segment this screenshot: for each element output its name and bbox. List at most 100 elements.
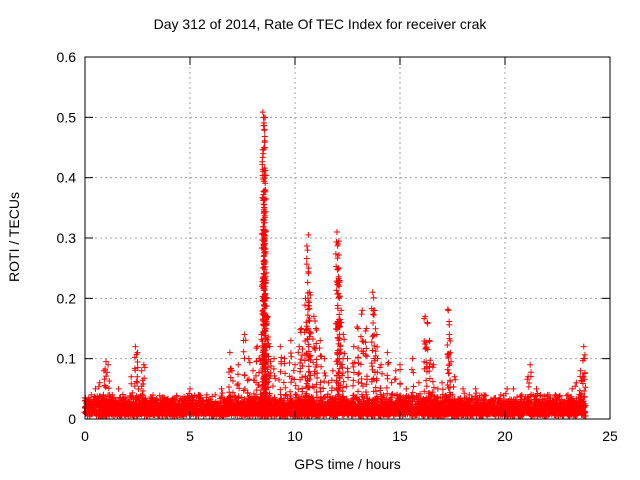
data-point (241, 386, 248, 393)
data-point (253, 345, 260, 352)
data-point (240, 348, 247, 355)
data-point (187, 385, 193, 392)
data-point (270, 365, 277, 372)
data-point (374, 343, 381, 350)
data-point (359, 337, 366, 344)
data-point (261, 187, 268, 194)
data-point (350, 363, 357, 370)
data-point (313, 356, 320, 363)
data-point (254, 343, 261, 350)
data-point (287, 337, 294, 344)
data-point (305, 363, 312, 370)
data-point (369, 289, 376, 296)
data-point (271, 355, 277, 362)
data-point (317, 352, 324, 359)
data-point (260, 201, 267, 208)
data-point (321, 378, 328, 385)
data-point (313, 325, 319, 332)
data-point (415, 379, 422, 386)
data-point (245, 355, 252, 362)
data-point (305, 268, 312, 275)
data-point (341, 336, 348, 343)
data-point (235, 380, 242, 387)
data-point (334, 255, 341, 262)
data-point (128, 373, 135, 380)
data-point (392, 367, 399, 374)
data-point (341, 350, 348, 357)
data-point (134, 373, 141, 380)
data-point (96, 379, 103, 386)
data-point (355, 388, 362, 395)
data-point (372, 348, 379, 355)
data-point (148, 395, 155, 402)
data-point (517, 393, 524, 400)
data-point (359, 307, 366, 314)
data-point (357, 361, 364, 368)
data-point (409, 355, 416, 362)
data-point (244, 377, 251, 384)
data-point (379, 370, 386, 377)
data-point (321, 370, 328, 376)
data-point (261, 137, 268, 144)
data-point (286, 359, 293, 366)
data-point (287, 349, 294, 356)
data-point (219, 390, 226, 397)
data-point (343, 383, 350, 390)
data-point (218, 385, 225, 392)
data-point (238, 394, 245, 401)
data-point (298, 356, 305, 363)
data-point (356, 370, 363, 377)
data-point (259, 109, 266, 116)
data-point (384, 349, 391, 356)
data-point (235, 371, 242, 378)
data-point (299, 385, 306, 392)
data-point (385, 359, 392, 366)
data-point (378, 361, 385, 368)
data-point (354, 324, 361, 331)
data-point (271, 372, 278, 379)
data-point (317, 384, 324, 391)
data-point (392, 376, 399, 383)
data-point (295, 349, 302, 356)
data-point (290, 367, 297, 374)
data-point (358, 311, 365, 318)
data-point (408, 366, 415, 373)
data-point (340, 331, 347, 338)
data-point (335, 252, 342, 259)
data-point (370, 320, 377, 327)
data-point (332, 251, 339, 258)
data-point (345, 374, 352, 381)
data-point (313, 327, 320, 334)
data-point (268, 362, 275, 369)
data-points (81, 109, 589, 419)
data-point (355, 325, 361, 332)
data-point (138, 367, 145, 374)
data-point (363, 373, 370, 380)
data-point (226, 349, 233, 356)
data-point (241, 372, 248, 379)
data-point (335, 369, 342, 376)
data-point (253, 358, 260, 365)
data-point (298, 393, 305, 400)
data-point (384, 372, 391, 379)
data-point (250, 367, 256, 374)
data-point (358, 375, 365, 382)
data-point (340, 378, 347, 385)
data-point (288, 379, 295, 386)
data-point (350, 343, 357, 350)
x-axis-label: GPS time / hours (294, 456, 401, 472)
data-point (370, 294, 377, 301)
data-point (481, 393, 488, 400)
data-point (410, 369, 417, 376)
data-point (329, 367, 336, 374)
data-point (350, 382, 357, 389)
data-point (132, 343, 139, 350)
data-point (334, 228, 340, 235)
data-point (278, 354, 285, 361)
data-point (303, 242, 310, 249)
data-point (344, 368, 351, 375)
data-point (304, 279, 311, 286)
data-point (355, 354, 362, 361)
data-point (173, 393, 180, 400)
